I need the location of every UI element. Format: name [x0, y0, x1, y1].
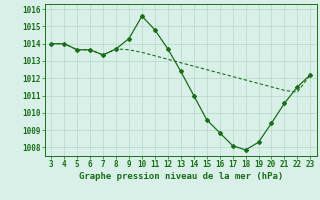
X-axis label: Graphe pression niveau de la mer (hPa): Graphe pression niveau de la mer (hPa) — [79, 172, 283, 181]
